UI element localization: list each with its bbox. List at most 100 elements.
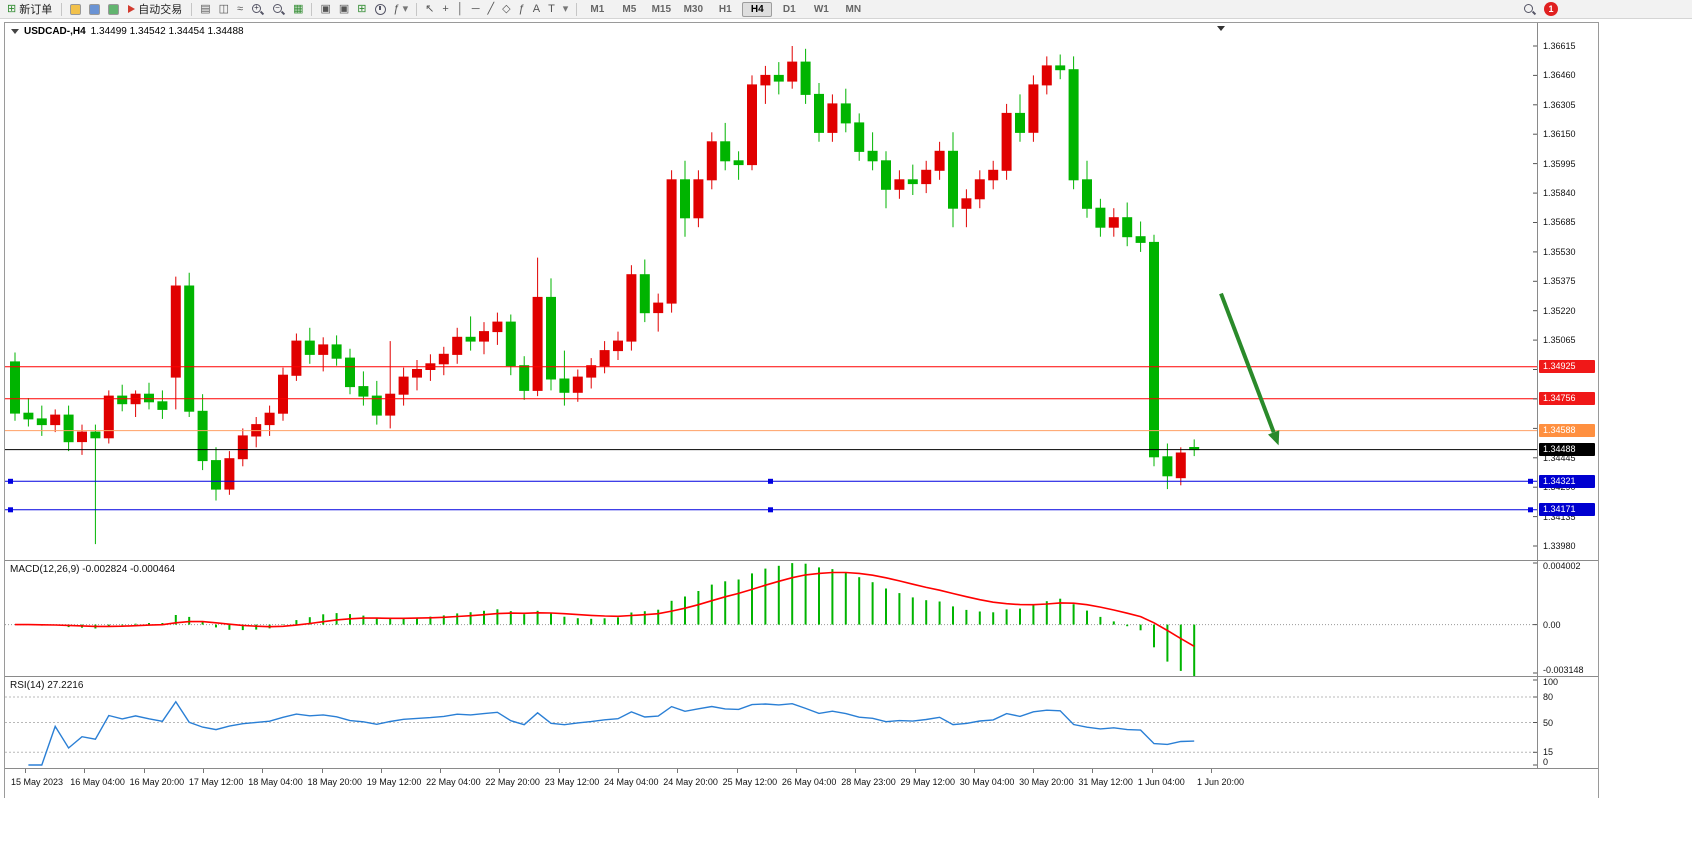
new-order-icon: ⊞ — [7, 2, 17, 15]
timeframe-button-w1[interactable]: W1 — [813, 3, 829, 15]
chevron-down-icon: ▾ — [402, 2, 409, 15]
horizontal-line-tool-button[interactable]: ─ — [468, 0, 484, 19]
arrow-annotation[interactable] — [1219, 292, 1276, 434]
time-axis-tick — [795, 769, 797, 773]
terminal-icon — [108, 3, 120, 15]
macd-axis-label: -0.003148 — [1543, 665, 1584, 675]
arrange-windows-button[interactable]: ▣ — [335, 0, 353, 19]
data-window-button[interactable] — [85, 0, 104, 19]
candle-body — [894, 179, 905, 190]
macd-canvas[interactable] — [5, 561, 1537, 676]
current-price-badge: 1.34488 — [1539, 443, 1595, 456]
auto-trading-button[interactable]: 自动交易 — [123, 0, 187, 19]
chart-shift-marker[interactable] — [1217, 26, 1225, 31]
shapes-tool-button[interactable]: ▾ — [559, 0, 573, 19]
time-axis-tick — [380, 769, 382, 773]
time-axis-tick — [499, 769, 501, 773]
line-handle[interactable] — [1528, 478, 1533, 484]
time-axis-label: 31 May 12:00 — [1078, 777, 1133, 787]
zoom-out-button[interactable]: − — [268, 0, 289, 19]
period-button[interactable] — [371, 0, 390, 19]
new-order-label: 新订单 — [19, 4, 53, 16]
indicators-button[interactable]: ƒ ▾ — [390, 0, 413, 19]
timeframe-button-m30[interactable]: M30 — [683, 3, 704, 15]
timeframe-button-h4[interactable]: H4 — [742, 1, 773, 17]
price-axis[interactable]: 1.36615 1.36460 1.36305 1.36150 1.35995 1.358… — [1537, 23, 1598, 560]
candle-body — [304, 340, 315, 355]
time-axis-label: 29 May 12:00 — [900, 777, 956, 787]
candle-body — [331, 344, 342, 359]
price-tick-label: 1.36150 — [1543, 129, 1576, 139]
candle-body — [572, 376, 583, 393]
rsi-axis-label: 0 — [1543, 757, 1549, 767]
time-axis-tick — [262, 769, 264, 773]
candle-body — [465, 336, 476, 342]
channel-tool-button[interactable]: ◇ — [498, 0, 514, 19]
main-chart-canvas[interactable] — [5, 23, 1537, 560]
candle-body — [747, 84, 757, 166]
label-tool-button[interactable]: T — [544, 0, 559, 19]
market-watch-button[interactable] — [66, 0, 85, 19]
notification-badge[interactable]: 1 — [1544, 2, 1558, 16]
new-chart-button[interactable]: ⊞ — [353, 0, 370, 19]
zoom-in-button[interactable]: + — [247, 0, 268, 19]
timeframe-button-m5[interactable]: M5 — [622, 3, 637, 15]
line-handle[interactable] — [768, 507, 773, 513]
timeframe-button-m1[interactable]: M1 — [590, 3, 605, 15]
candle-body — [211, 460, 221, 490]
timeframe-button-m15[interactable]: M15 — [651, 3, 672, 15]
new-chart-icon: ⊞ — [357, 2, 367, 15]
candle-body — [358, 386, 369, 397]
cursor-tool-button[interactable]: ↖ — [421, 0, 438, 19]
price-tick-label: 1.36305 — [1543, 100, 1576, 110]
candle-body — [827, 103, 838, 133]
macd-signal-line — [15, 571, 1195, 647]
time-axis-label: 16 May 20:00 — [129, 777, 185, 787]
candle-body — [412, 369, 422, 378]
macd-label: MACD(12,26,9) -0.002824 -0.000464 — [10, 564, 176, 575]
rsi-pane[interactable]: RSI(14) 27.2216 100 80 50 15 0 — [5, 676, 1598, 768]
time-axis[interactable]: 15 May 2023 16 May 04:00 16 May 20:00 17 Ma… — [5, 768, 1598, 798]
cascade-windows-button[interactable]: ▣ — [316, 0, 334, 19]
candle-body — [613, 340, 623, 352]
text-tool-button[interactable]: A — [529, 0, 544, 19]
timeframe-button-mn[interactable]: MN — [845, 3, 862, 15]
search-icon[interactable] — [1523, 3, 1536, 16]
rsi-axis[interactable]: 100 80 50 15 0 — [1537, 677, 1598, 768]
candle-body — [760, 74, 771, 86]
rsi-canvas[interactable] — [5, 677, 1537, 768]
trendline-tool-button[interactable]: ╱ — [484, 0, 499, 19]
line-handle[interactable] — [768, 478, 773, 484]
crosshair-icon: + — [442, 2, 449, 15]
one-click-panel-toggle-icon[interactable] — [11, 29, 19, 34]
tile-windows-icon: ▦ — [293, 2, 304, 15]
indicator-icon: ƒ — [393, 2, 400, 15]
time-axis-label: 1 Jun 04:00 — [1137, 777, 1185, 787]
candle-chart-mode-button[interactable]: ◫ — [215, 0, 233, 19]
line-handle[interactable] — [1528, 507, 1533, 513]
line-handle[interactable] — [8, 507, 13, 513]
new-order-button[interactable]: ⊞ 新订单 — [2, 0, 57, 19]
macd-axis[interactable]: 0.004002 0.00 -0.003148 — [1537, 561, 1598, 676]
macd-pane[interactable]: MACD(12,26,9) -0.002824 -0.000464 0.0040… — [5, 560, 1598, 676]
timeframe-button-d1[interactable]: D1 — [782, 3, 796, 15]
candle-body — [157, 401, 168, 410]
arrow-head — [1268, 430, 1280, 446]
ohlc-readout: 1.34499 1.34542 1.34454 1.34488 — [90, 26, 244, 37]
fibonacci-tool-button[interactable]: ƒ — [515, 0, 529, 19]
line-handle[interactable] — [8, 478, 13, 484]
vertical-line-tool-button[interactable]: │ — [453, 0, 468, 19]
candle-body — [63, 414, 74, 443]
terminal-button[interactable] — [104, 0, 123, 19]
bar-chart-mode-button[interactable]: ▤ — [196, 0, 214, 19]
crosshair-tool-button[interactable]: + — [438, 0, 452, 19]
tile-windows-button[interactable]: ▦ — [289, 0, 307, 19]
candle-body — [438, 353, 449, 365]
candle-body — [653, 302, 664, 314]
price-tick-label: 1.36460 — [1543, 70, 1576, 80]
candle-body — [867, 150, 878, 162]
main-chart-pane[interactable]: USDCAD-,H4 1.34499 1.34542 1.34454 1.344… — [5, 23, 1598, 560]
line-chart-mode-button[interactable]: ≈ — [233, 0, 247, 19]
timeframe-button-h1[interactable]: H1 — [718, 3, 732, 15]
